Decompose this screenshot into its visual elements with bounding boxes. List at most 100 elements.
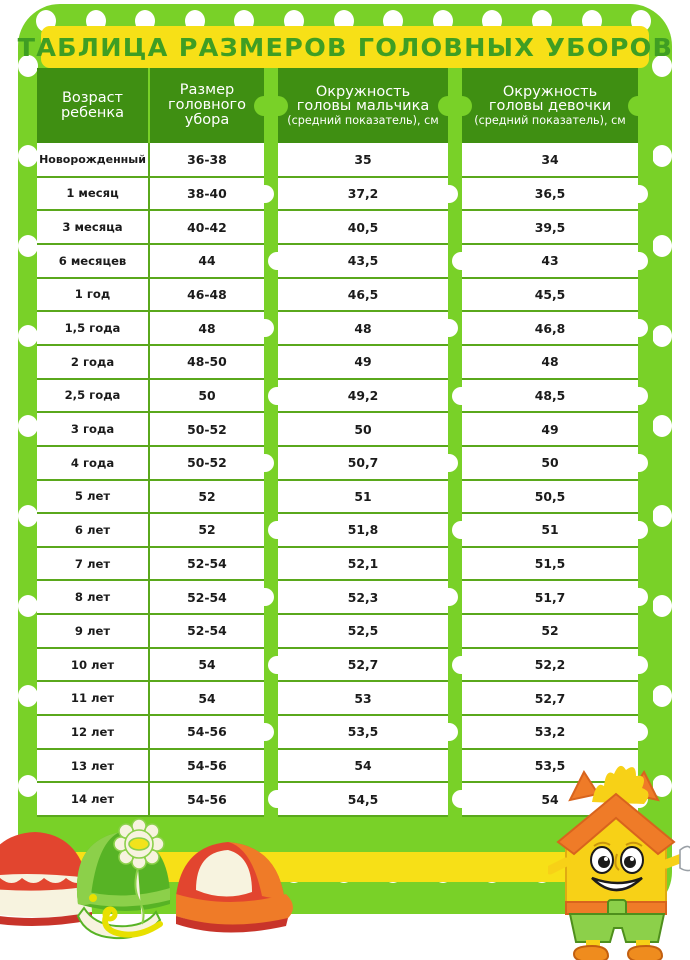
- row-separator: [37, 613, 264, 616]
- table-row: 1 месяц 38-40 37,2 36,5: [37, 176, 653, 211]
- cell-age: 13 лет: [37, 748, 148, 783]
- cell-age: 1 год: [37, 277, 148, 312]
- table-row: 6 лет 52 51,8 51: [37, 513, 653, 547]
- gutter-notch: [452, 521, 462, 540]
- bonnet-green-icon: [76, 818, 171, 940]
- size-table: Возраст ребенка Размер головного убора Окружн…: [37, 68, 653, 817]
- cell-age: 8 лет: [37, 580, 148, 615]
- header-notch: [254, 96, 265, 116]
- row-separator: [278, 747, 448, 750]
- row-separator: [278, 478, 448, 481]
- gutter-notch: [448, 184, 458, 203]
- column-header-girl: Окружность головы девочки (средний показат…: [461, 68, 639, 143]
- table-row: 1 год 46-48 46,5 45,5: [37, 277, 653, 312]
- row-separator: [462, 613, 638, 616]
- cell-age: 10 лет: [37, 647, 148, 682]
- gutter-notch: [452, 386, 462, 405]
- cell-girl: 50: [462, 445, 638, 480]
- column-header-line: Размер: [179, 82, 235, 99]
- cell-girl: 53,2: [462, 715, 638, 749]
- row-separator: [462, 714, 638, 717]
- cell-girl: 39,5: [462, 210, 638, 244]
- row-separator: [278, 545, 448, 548]
- cell-age: 2,5 года: [37, 378, 148, 413]
- cell-size: 52: [150, 513, 264, 547]
- gutter-notch: [264, 588, 274, 607]
- row-separator: [462, 512, 638, 515]
- row-separator: [37, 545, 264, 548]
- cell-boy: 52,5: [278, 614, 448, 648]
- cell-size: 52-54: [150, 546, 264, 581]
- row-separator: [278, 714, 448, 717]
- cell-boy: 52,1: [278, 546, 448, 581]
- cell-girl: 46,8: [462, 311, 638, 345]
- row-separator: [37, 714, 264, 717]
- gutter-notch: [268, 386, 278, 405]
- gutter-notch: [264, 453, 274, 472]
- column-gutter: [448, 143, 462, 816]
- header-notch: [461, 96, 472, 116]
- table-row: 2 года 48-50 49 48: [37, 344, 653, 379]
- row-separator: [278, 646, 448, 649]
- title-bar: Таблица размеров головных уборов: [17, 26, 672, 68]
- row-separator: [37, 377, 264, 380]
- row-separator: [462, 209, 638, 212]
- table-row: 5 лет 52 51 50,5: [37, 479, 653, 514]
- cell-girl: 48,5: [462, 378, 638, 413]
- cap-orange-icon: [176, 842, 293, 933]
- cell-boy: 37,2: [278, 176, 448, 211]
- gutter-notch: [268, 251, 278, 270]
- table-row: 6 месяцев 44 43,5 43: [37, 243, 653, 278]
- row-separator: [37, 343, 264, 346]
- cell-girl: 52,7: [462, 681, 638, 716]
- row-separator: [37, 444, 264, 447]
- gutter-notch: [638, 453, 648, 472]
- cell-size: 48: [150, 311, 264, 345]
- column-separator: [148, 143, 150, 816]
- table-row: 3 года 50-52 50 49: [37, 412, 653, 446]
- row-separator: [278, 680, 448, 683]
- row-separator: [462, 747, 638, 750]
- row-separator: [37, 209, 264, 212]
- row-separator: [37, 512, 264, 515]
- row-separator: [278, 242, 448, 245]
- table-header-row: Возраст ребенка Размер головного убора Окружн…: [37, 68, 653, 143]
- row-separator: [37, 411, 264, 414]
- row-separator: [462, 781, 638, 784]
- cell-size: 54: [150, 647, 264, 682]
- gutter-notch: [448, 319, 458, 338]
- header-notch: [277, 96, 288, 116]
- cell-girl: 52,2: [462, 647, 638, 682]
- row-separator: [462, 242, 638, 245]
- cell-boy: 54,5: [278, 782, 448, 816]
- cell-size: 46-48: [150, 277, 264, 312]
- cell-girl: 34: [462, 143, 638, 177]
- cell-boy: 40,5: [278, 210, 448, 244]
- cell-boy: 50,7: [278, 445, 448, 480]
- cell-boy: 51,8: [278, 513, 448, 547]
- column-header-subtitle: (средний показатель), см: [287, 114, 439, 128]
- cell-girl: 51: [462, 513, 638, 547]
- gutter-notch: [452, 655, 462, 674]
- gutter-notch: [448, 723, 458, 742]
- row-separator: [278, 781, 448, 784]
- row-separator: [462, 579, 638, 582]
- panama-hat-red-icon: [0, 832, 92, 926]
- cell-girl: 36,5: [462, 176, 638, 211]
- table-row: 1,5 года 48 48 46,8: [37, 311, 653, 345]
- row-separator: [278, 512, 448, 515]
- cell-age: Новорожденный: [37, 143, 148, 177]
- row-separator: [278, 343, 448, 346]
- gutter-notch: [638, 521, 648, 540]
- header-notch: [438, 96, 449, 116]
- row-separator: [37, 242, 264, 245]
- gutter-notch: [638, 386, 648, 405]
- cell-age: 6 месяцев: [37, 243, 148, 278]
- cell-size: 48-50: [150, 344, 264, 379]
- table-bottom-border: [462, 815, 638, 817]
- row-separator: [37, 781, 264, 784]
- gutter-notch: [264, 319, 274, 338]
- row-separator: [278, 276, 448, 279]
- table-row: 4 года 50-52 50,7 50: [37, 445, 653, 480]
- cell-age: 7 лет: [37, 546, 148, 581]
